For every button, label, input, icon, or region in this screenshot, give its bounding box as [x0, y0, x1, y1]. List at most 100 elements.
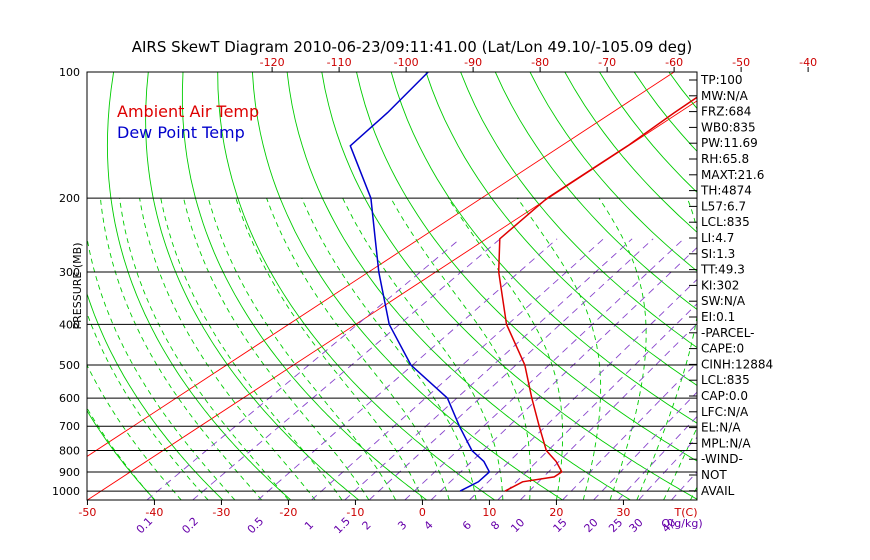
index-entry: SI:1.3 [701, 247, 735, 261]
dry-adiabat-line [842, 72, 870, 500]
index-entry: CAPE:0 [701, 342, 744, 356]
mixing-ratio-line [192, 238, 501, 500]
dewpoint-profile-line [349, 72, 491, 492]
dry-adiabat-line [738, 72, 870, 500]
dry-adiabat-line [808, 72, 870, 500]
index-entry: FRZ:684 [701, 105, 751, 119]
index-entry: LCL:835 [701, 215, 750, 229]
mixing-ratio-line [344, 238, 633, 500]
index-entry: PW:11.69 [701, 136, 758, 150]
mixing-ratio-line [146, 238, 461, 500]
pressure-tick-label: 900 [59, 466, 80, 479]
moist-adiabat-line [119, 198, 289, 500]
bottom-temp-label: 20 [549, 506, 563, 519]
moist-adiabat-line [183, 198, 370, 500]
y-axis-label: PRESSURE (MB) [71, 243, 84, 330]
mixing-ratio-line [469, 278, 697, 500]
moist-adiabat-line [266, 198, 450, 500]
mixing-ratio-line [368, 238, 654, 500]
mixing-ratio-label: 20 [582, 516, 601, 535]
mixing-ratio-label: 1 [302, 518, 316, 532]
mixing-ratio-label: 3 [395, 518, 409, 532]
plot-border [86, 71, 698, 501]
temp-unit-label: T(C) [674, 506, 698, 519]
top-temp-label: -70 [598, 56, 616, 69]
index-entry: LI:4.7 [701, 231, 734, 245]
moist-adiabat-line [160, 198, 343, 500]
dry-adiabat-line [286, 72, 631, 500]
mixing-ratio-label: 2 [360, 518, 374, 532]
index-entry: MPL:N/A [701, 436, 751, 450]
bottom-temp-label: -40 [145, 506, 163, 519]
index-entry: WB0:835 [701, 120, 756, 134]
moist-adiabat-line [87, 235, 236, 500]
moist-adiabat-line [207, 198, 397, 500]
mixing-ratio-label: 0.2 [179, 515, 201, 537]
mixing-ratio-label: 6 [460, 518, 474, 532]
top-temp-label: -60 [665, 56, 683, 69]
mixing-ratio-line [497, 303, 697, 500]
mixing-ratio-line [404, 238, 685, 500]
dry-adiabat-line [390, 72, 697, 424]
top-temp-label: -40 [799, 56, 817, 69]
mixing-ratio-label: 10 [508, 516, 527, 535]
pressure-tick-label: 200 [59, 192, 80, 205]
profiles [349, 72, 697, 492]
isotherm-line [87, 72, 675, 457]
dry-adiabat-line [87, 292, 224, 500]
pressure-tick-label: 500 [59, 359, 80, 372]
moist-adiabat-line [448, 197, 564, 500]
background-lines [87, 72, 870, 500]
moist-adiabat-line [87, 363, 182, 500]
dry-adiabat-line [773, 72, 870, 500]
top-temp-label: -90 [464, 56, 482, 69]
top-temp-label: -110 [327, 56, 352, 69]
mixing-ratio-label: 8 [488, 518, 502, 532]
mixing-ratio-line [257, 238, 558, 500]
moist-adiabat-line [636, 198, 697, 500]
index-entry: -WIND- [701, 452, 743, 466]
dry-adiabat-line [425, 72, 697, 386]
index-entry: LCL:835 [701, 373, 750, 387]
dry-adiabat-line [321, 72, 697, 500]
pressure-tick-label: 1000 [52, 485, 80, 498]
pressure-tick-label: 400 [59, 318, 80, 331]
dry-adiabat-line [494, 72, 697, 310]
index-entry: L57:6.7 [701, 199, 746, 213]
mixing-ratio-line [593, 391, 697, 500]
pressure-tick-label: 800 [59, 445, 80, 458]
index-entry: CINH:12884 [701, 357, 773, 371]
index-entry: AVAIL [701, 484, 735, 498]
top-temp-label: -120 [260, 56, 285, 69]
tick-labels: 0.1 0.2 0.5 1 1.5 2 3 4 6 8 10 15 20 25 30 401002003004… [52, 56, 817, 536]
dry-adiabat-line [106, 72, 292, 500]
mixing-ratio-line [311, 238, 604, 500]
moist-adiabat-line [517, 197, 602, 500]
top-temp-label: -100 [394, 56, 419, 69]
chart-title: AIRS SkewT Diagram 2010-06-23/09:11:41.0… [132, 38, 693, 56]
mixing-ratio-line [519, 323, 697, 500]
bottom-temp-label: 10 [482, 506, 496, 519]
moist-adiabat-line [235, 198, 423, 500]
mixing-ratio-line [562, 361, 697, 500]
index-entry: TT:49.3 [700, 263, 745, 277]
mixing-ratio-label: 4 [422, 518, 436, 532]
index-entry: CAP:0.0 [701, 389, 748, 403]
pressure-tick-label: 300 [59, 266, 80, 279]
mixing-ratio-unit-label: Q(g/kg) [661, 517, 702, 530]
pressure-tick-label: 700 [59, 420, 80, 433]
index-entry: MW:N/A [701, 89, 749, 103]
index-entry: MAXT:21.6 [701, 168, 764, 182]
dry-adiabat-line [529, 72, 697, 272]
dry-adiabat-line [668, 72, 697, 110]
index-entry: EI:0.1 [701, 310, 735, 324]
bottom-temp-label: 30 [616, 506, 630, 519]
pressure-tick-label: 100 [59, 66, 80, 79]
index-entry: RH:65.8 [701, 152, 749, 166]
dry-adiabat-line [356, 72, 697, 462]
legend-temp: Ambient Air Temp [117, 102, 259, 121]
dry-adiabat-line [181, 72, 427, 500]
mixing-ratio-label: 0.5 [245, 515, 267, 537]
